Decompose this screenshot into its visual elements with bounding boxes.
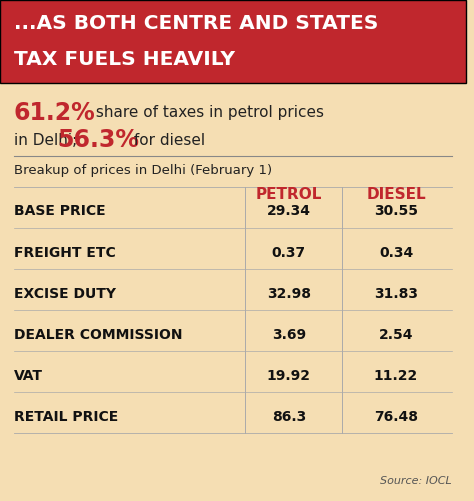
Text: RETAIL PRICE: RETAIL PRICE bbox=[14, 410, 118, 424]
Text: 0.34: 0.34 bbox=[379, 245, 413, 260]
Text: 32.98: 32.98 bbox=[267, 287, 311, 301]
Text: DIESEL: DIESEL bbox=[366, 187, 426, 202]
Text: 30.55: 30.55 bbox=[374, 204, 418, 218]
Text: in Delhi;: in Delhi; bbox=[14, 133, 82, 148]
Text: 29.34: 29.34 bbox=[267, 204, 311, 218]
Text: 3.69: 3.69 bbox=[272, 328, 306, 342]
Text: Source: IOCL: Source: IOCL bbox=[380, 476, 452, 486]
Text: VAT: VAT bbox=[14, 369, 43, 383]
Text: 61.2%: 61.2% bbox=[14, 101, 96, 125]
Text: EXCISE DUTY: EXCISE DUTY bbox=[14, 287, 116, 301]
Text: for diesel: for diesel bbox=[129, 133, 205, 148]
Text: 86.3: 86.3 bbox=[272, 410, 306, 424]
Text: FREIGHT ETC: FREIGHT ETC bbox=[14, 245, 116, 260]
Text: 31.83: 31.83 bbox=[374, 287, 418, 301]
Text: 56.3%: 56.3% bbox=[57, 128, 139, 152]
Text: 2.54: 2.54 bbox=[379, 328, 413, 342]
Text: Breakup of prices in Delhi (February 1): Breakup of prices in Delhi (February 1) bbox=[14, 164, 272, 177]
FancyBboxPatch shape bbox=[0, 0, 466, 83]
Text: 19.92: 19.92 bbox=[267, 369, 311, 383]
Text: TAX FUELS HEAVILY: TAX FUELS HEAVILY bbox=[14, 50, 235, 69]
Text: ...AS BOTH CENTRE AND STATES: ...AS BOTH CENTRE AND STATES bbox=[14, 14, 378, 33]
Text: DEALER COMMISSION: DEALER COMMISSION bbox=[14, 328, 182, 342]
Text: BASE PRICE: BASE PRICE bbox=[14, 204, 106, 218]
Text: share of taxes in petrol prices: share of taxes in petrol prices bbox=[91, 105, 324, 120]
Text: 76.48: 76.48 bbox=[374, 410, 418, 424]
Text: 11.22: 11.22 bbox=[374, 369, 418, 383]
Text: 0.37: 0.37 bbox=[272, 245, 306, 260]
Text: PETROL: PETROL bbox=[255, 187, 322, 202]
